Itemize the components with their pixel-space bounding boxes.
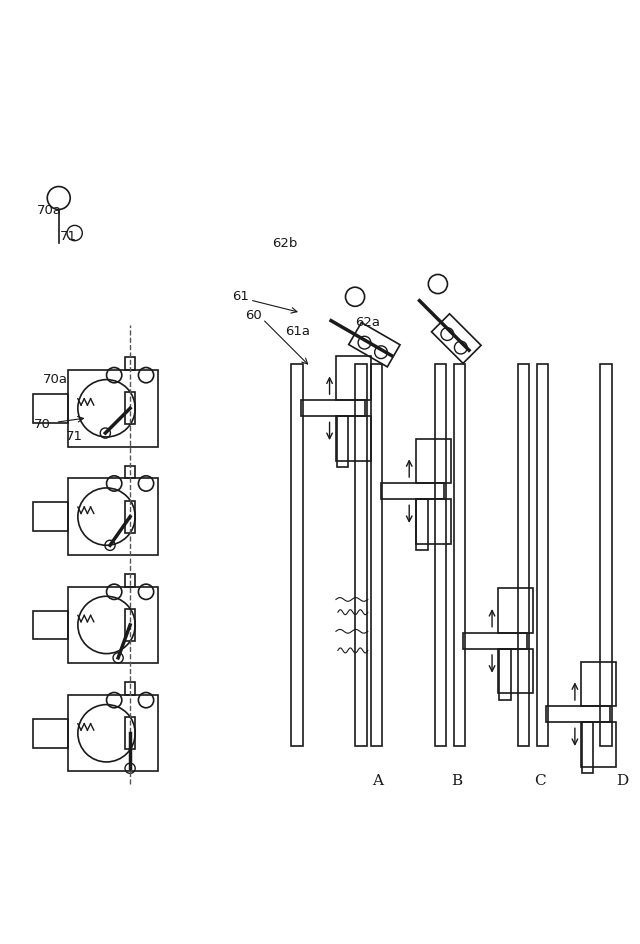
Bar [68, 370, 157, 447]
Bar [68, 695, 157, 771]
Bar [582, 722, 593, 773]
Bar [581, 722, 616, 767]
Bar [125, 717, 135, 750]
Bar [600, 363, 612, 746]
Bar [68, 479, 157, 555]
Bar [416, 499, 428, 550]
Bar [581, 662, 616, 706]
Bar [33, 502, 68, 531]
Text: A: A [372, 774, 383, 788]
Bar [33, 394, 68, 423]
Bar [125, 357, 135, 370]
Bar [291, 363, 303, 746]
Bar [301, 400, 365, 416]
Text: 70a: 70a [36, 204, 61, 217]
Bar [499, 588, 534, 632]
Bar [125, 609, 135, 641]
Bar [463, 632, 527, 649]
Text: 61: 61 [232, 290, 249, 303]
Bar [68, 587, 157, 664]
Bar [415, 439, 451, 483]
Bar [415, 499, 451, 544]
Text: 71: 71 [66, 430, 83, 444]
Text: 71: 71 [60, 229, 77, 243]
Bar [125, 393, 135, 424]
Bar [337, 416, 348, 467]
Bar [546, 706, 610, 722]
Text: 62b: 62b [272, 237, 298, 250]
Bar [355, 363, 367, 746]
Text: B: B [451, 774, 463, 788]
Text: 60: 60 [244, 310, 262, 323]
Text: 62a: 62a [355, 315, 380, 329]
Bar [125, 683, 135, 695]
Text: C: C [534, 774, 546, 788]
Bar [371, 363, 383, 746]
Bar [381, 483, 444, 499]
Bar [33, 611, 68, 639]
Bar [499, 649, 511, 700]
Bar [336, 356, 371, 400]
Bar [518, 363, 529, 746]
Bar [33, 719, 68, 748]
Bar [499, 649, 534, 694]
Bar [125, 574, 135, 587]
Text: 70: 70 [35, 417, 51, 430]
Bar [336, 416, 371, 461]
Text: 70a: 70a [43, 373, 68, 386]
Text: D: D [616, 774, 629, 788]
Text: 61a: 61a [285, 326, 310, 338]
Bar [125, 500, 135, 532]
Bar [435, 363, 446, 746]
Bar [125, 465, 135, 479]
Bar [454, 363, 465, 746]
Bar [537, 363, 548, 746]
